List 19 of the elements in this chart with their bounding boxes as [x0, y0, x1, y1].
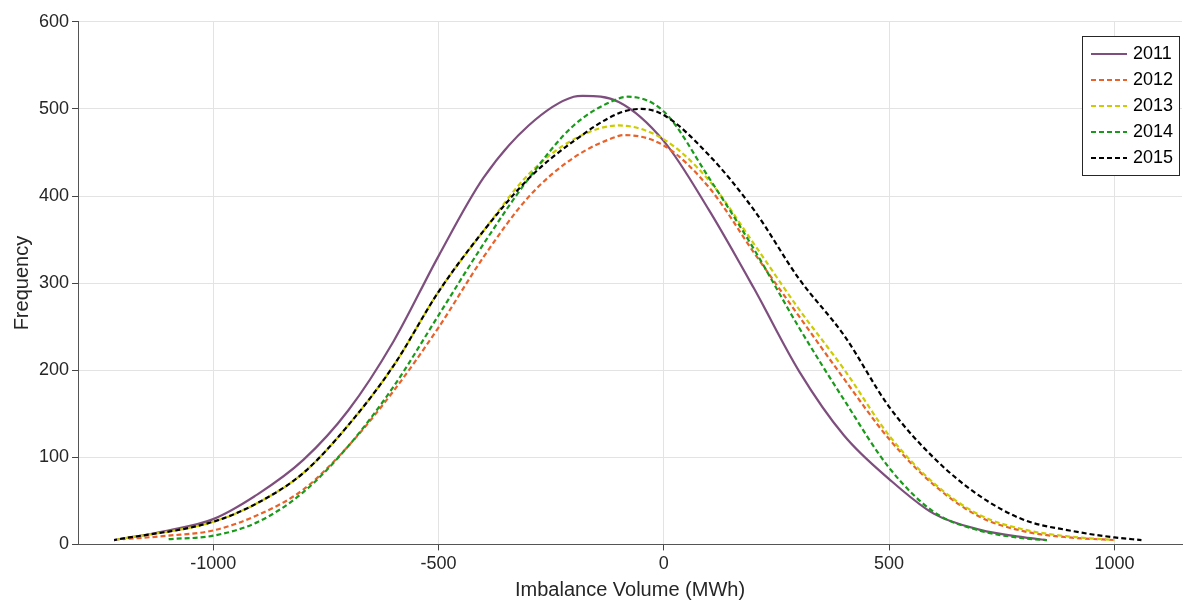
- y-tick-label: 0: [59, 533, 70, 554]
- x-tick-label: -1000: [190, 553, 237, 574]
- y-tick-label: 600: [38, 10, 70, 31]
- legend-label: 2014: [1132, 121, 1173, 143]
- x-tick-label: -500: [420, 553, 457, 574]
- y-tick-label: 200: [38, 359, 70, 380]
- x-tick-label: 500: [874, 553, 905, 574]
- x-tick-label: 1000: [1094, 553, 1135, 574]
- y-tick-label: 400: [38, 184, 70, 205]
- y-tick-label: 500: [38, 97, 70, 118]
- y-axis-title: Frequency: [9, 235, 32, 331]
- y-tick-label: 300: [38, 272, 70, 293]
- x-axis-title: Imbalance Volume (MWh): [514, 577, 746, 600]
- legend-label: 2011: [1132, 43, 1172, 65]
- y-tick-label: 100: [38, 446, 70, 467]
- legend-label: 2015: [1132, 147, 1173, 169]
- x-tick-label: 0: [658, 553, 669, 574]
- legend-label: 2013: [1132, 95, 1173, 117]
- legend-label: 2012: [1132, 69, 1173, 91]
